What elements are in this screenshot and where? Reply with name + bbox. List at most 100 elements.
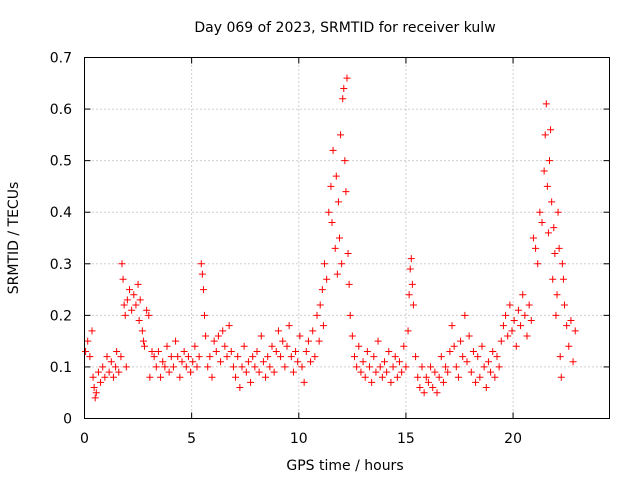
data-point <box>553 291 561 299</box>
data-point <box>459 353 467 361</box>
data-point <box>540 167 548 175</box>
data-point <box>341 157 349 165</box>
data-point <box>118 260 126 268</box>
data-point <box>311 353 319 361</box>
data-point <box>336 234 343 242</box>
data-point <box>454 373 462 381</box>
data-point <box>338 260 346 268</box>
data-point <box>136 296 144 304</box>
data-point <box>565 342 573 350</box>
data-point <box>123 296 131 304</box>
data-point <box>393 373 401 381</box>
data-point <box>195 353 203 361</box>
data-point <box>435 373 443 381</box>
data-point <box>521 311 529 319</box>
data-point <box>506 301 514 309</box>
data-point <box>332 172 340 180</box>
data-point <box>514 306 522 314</box>
data-point <box>344 249 352 257</box>
data-point <box>270 368 278 376</box>
data-point <box>532 244 540 252</box>
data-point <box>86 353 94 361</box>
data-point <box>351 353 358 361</box>
data-point <box>469 347 477 355</box>
data-point <box>448 322 456 330</box>
data-point <box>484 358 492 366</box>
data-point <box>452 363 460 371</box>
data-point <box>325 208 333 216</box>
data-point <box>551 249 559 257</box>
data-point <box>159 358 167 366</box>
data-point <box>476 373 484 381</box>
data-point <box>418 363 426 371</box>
data-point <box>378 373 386 381</box>
data-point <box>357 368 365 376</box>
data-point <box>178 358 186 366</box>
data-point <box>134 280 142 288</box>
y-tick-label: 0.4 <box>50 205 72 221</box>
data-point <box>363 347 371 355</box>
data-point <box>552 311 560 319</box>
y-tick-label: 0.6 <box>50 102 72 118</box>
data-point <box>429 384 437 392</box>
data-point <box>223 353 231 361</box>
data-point <box>370 353 378 361</box>
data-point <box>89 373 97 381</box>
data-point <box>191 342 199 350</box>
data-point <box>199 286 207 294</box>
y-tick-label: 0.1 <box>50 360 72 376</box>
data-point <box>82 347 90 355</box>
data-point <box>91 394 99 402</box>
data-point <box>304 337 312 345</box>
data-point <box>340 84 348 92</box>
data-point <box>279 337 287 345</box>
data-point <box>150 353 158 361</box>
data-point <box>405 291 413 299</box>
data-point <box>307 358 315 366</box>
data-point <box>236 384 244 392</box>
data-point <box>316 301 324 309</box>
tick-labels: 0 5 10 15 20 0 0.1 0.2 0.3 0.4 0.5 0.6 0.7 <box>50 51 522 448</box>
y-tick-label: 0.7 <box>50 51 72 67</box>
y-tick-label: 0.3 <box>50 257 72 273</box>
data-point <box>387 378 395 386</box>
data-point <box>543 182 551 190</box>
data-point <box>315 337 323 345</box>
data-point <box>309 327 317 335</box>
data-point <box>437 353 445 361</box>
data-point <box>274 327 282 335</box>
data-point <box>184 353 192 361</box>
data-point <box>234 353 242 361</box>
data-point <box>569 358 577 366</box>
data-point <box>538 219 546 227</box>
data-point <box>302 347 310 355</box>
data-point <box>439 378 447 386</box>
data-point <box>409 301 417 309</box>
data-point <box>212 347 220 355</box>
data-point <box>525 301 533 309</box>
data-point <box>105 368 113 376</box>
data-point <box>189 358 197 366</box>
data-point <box>461 311 469 319</box>
data-point <box>563 322 571 330</box>
data-point <box>128 306 136 314</box>
data-point <box>508 327 516 335</box>
data-point <box>343 74 351 82</box>
data-point <box>406 265 414 273</box>
data-point <box>404 327 412 335</box>
data-point <box>238 363 246 371</box>
data-point <box>361 373 369 381</box>
data-point <box>292 347 300 355</box>
data-point <box>217 358 225 366</box>
data-point <box>389 363 397 371</box>
data-point <box>300 378 308 386</box>
y-tick-label: 0.2 <box>50 308 72 324</box>
data-point <box>327 182 335 190</box>
data-point <box>197 260 205 268</box>
data-point <box>157 373 165 381</box>
data-point <box>146 373 154 381</box>
data-point <box>512 342 520 350</box>
data-point <box>120 301 128 309</box>
data-point <box>561 301 568 309</box>
